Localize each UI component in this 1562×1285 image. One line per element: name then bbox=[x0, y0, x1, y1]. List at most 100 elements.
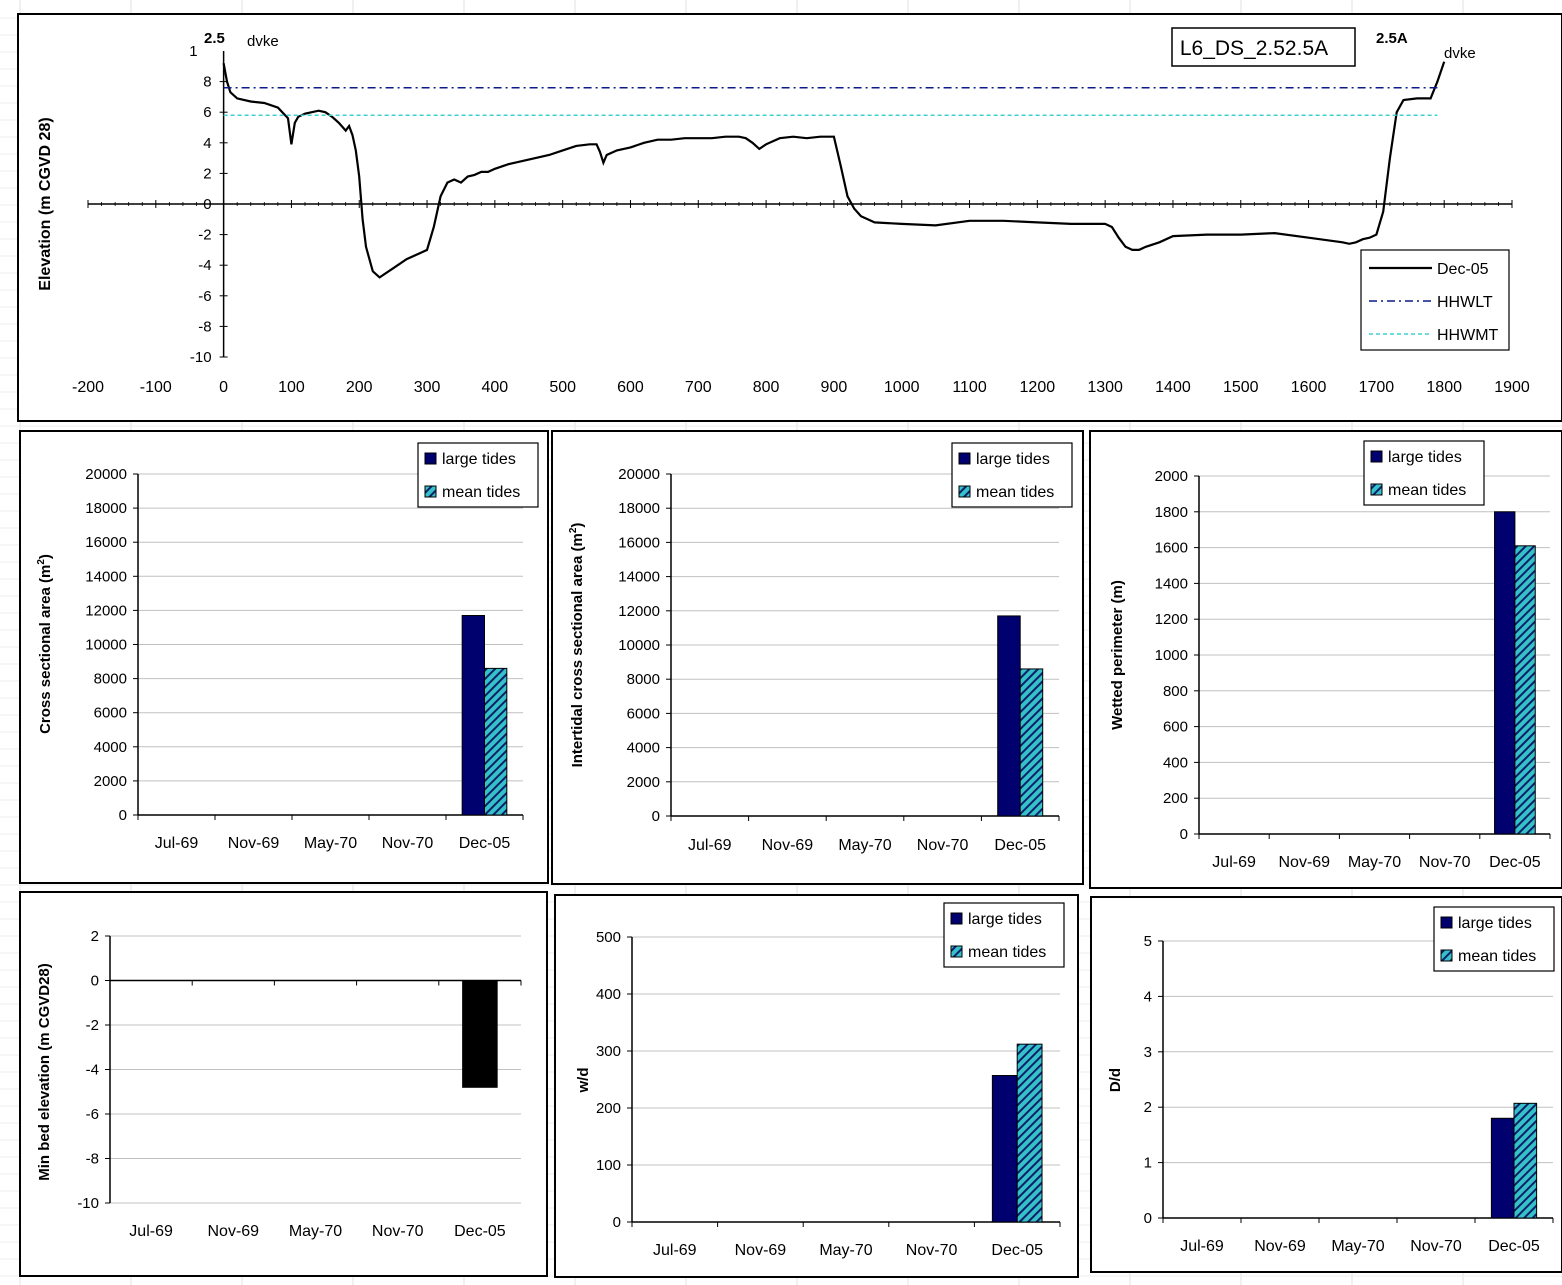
y-tick-label: 600 bbox=[1163, 719, 1188, 736]
y-tick-label: 2000 bbox=[627, 774, 660, 791]
category-label: Dec-05 bbox=[459, 835, 511, 852]
y-tick-label: 20000 bbox=[618, 466, 660, 483]
y-tick-label: 12000 bbox=[85, 602, 127, 619]
legend-label: mean tides bbox=[1388, 482, 1466, 499]
category-label: Dec-05 bbox=[991, 1242, 1043, 1259]
bar-mean-tides-dec-05 bbox=[1016, 1043, 1043, 1223]
legend-swatch bbox=[1440, 949, 1453, 962]
y-tick-label: 20000 bbox=[85, 466, 127, 483]
chart-wetted-perimeter: 0 200 400 600 800 1000 1200 1400 1600 1800 2000 Jul… bbox=[1089, 430, 1562, 889]
y-tick-label: 1000 bbox=[1155, 647, 1188, 664]
bar-large-tides-dec-05 bbox=[991, 1075, 1018, 1223]
x-tick-label: 1400 bbox=[1155, 379, 1191, 396]
category-label: Nov-69 bbox=[1254, 1238, 1306, 1255]
legend-swatch bbox=[1440, 916, 1453, 929]
x-tick-label: 1600 bbox=[1291, 379, 1327, 396]
y-tick-label: 1800 bbox=[1155, 504, 1188, 521]
y-tick-label: 0 bbox=[91, 973, 99, 990]
x-tick-label: -100 bbox=[140, 379, 172, 396]
legend: large tides mean tides bbox=[943, 902, 1065, 968]
x-tick-label: 900 bbox=[821, 379, 848, 396]
y-tick-label: 4 bbox=[1144, 988, 1152, 1005]
category-label: Nov-70 bbox=[1410, 1238, 1462, 1255]
chart-w-over-d: 0 100 200 300 400 500 Jul-69 Nov-69 May-70 Nov-70… bbox=[554, 894, 1079, 1278]
legend-box bbox=[417, 442, 539, 508]
y-axis-title-superscript: 2 bbox=[568, 527, 579, 533]
legend-label: mean tides bbox=[442, 484, 520, 501]
category-label: May-70 bbox=[289, 1223, 342, 1240]
x-tick-label: 400 bbox=[482, 379, 509, 396]
y-tick-label: 6000 bbox=[94, 705, 127, 722]
x-tick-label: -200 bbox=[72, 379, 104, 396]
legend-swatch bbox=[950, 945, 963, 958]
x-tick-label: 1300 bbox=[1087, 379, 1123, 396]
x-tick-label: 200 bbox=[346, 379, 373, 396]
y-tick-label: 400 bbox=[596, 986, 621, 1003]
profile-chart-frame bbox=[17, 13, 1562, 422]
y-axis-title-text: Intertidal cross sectional area (m bbox=[569, 533, 586, 767]
x-tick-label: 1700 bbox=[1359, 379, 1395, 396]
y-tick-label: 2000 bbox=[94, 773, 127, 790]
bar-value-dec-05 bbox=[462, 980, 498, 1088]
bar-large-tides-dec-05 bbox=[997, 615, 1021, 817]
x-tick-label: 100 bbox=[278, 379, 305, 396]
bar-mean-tides-dec-05 bbox=[1513, 1102, 1538, 1219]
y-tick-label: 0 bbox=[652, 808, 660, 825]
y-axis-title-text: Cross sectional area (m bbox=[37, 565, 54, 734]
legend: large tides mean tides bbox=[951, 442, 1073, 508]
category-label: Jul-69 bbox=[1212, 854, 1256, 871]
y-tick-label: 5 bbox=[1144, 933, 1152, 950]
y-tick-label: 1400 bbox=[1155, 575, 1188, 592]
chart-min-bed: 2 0 -2 -4 -6 -8 -10 Jul-69 Nov-69 May-70 Nov-70 Dec… bbox=[19, 891, 548, 1277]
category-label: Nov-69 bbox=[1279, 854, 1331, 871]
y-tick-label: 4 bbox=[203, 135, 211, 152]
y-tick-label: 6 bbox=[203, 104, 211, 121]
y-tick-label: 0 bbox=[613, 1214, 621, 1231]
y-tick-label: 2 bbox=[1144, 1099, 1152, 1116]
y-axis-title: Min bed elevation (m CGVD28) bbox=[36, 963, 53, 1181]
legend-label: large tides bbox=[442, 451, 516, 468]
y-tick-label: -10 bbox=[77, 1195, 99, 1212]
profile-legend: Dec-05 HHWLT HHWMT bbox=[1360, 249, 1510, 351]
y-tick-label: 4000 bbox=[627, 740, 660, 757]
legend-swatch bbox=[1370, 483, 1383, 496]
category-label: Dec-05 bbox=[1488, 1238, 1540, 1255]
y-tick-label: 400 bbox=[1163, 754, 1188, 771]
y-tick-label: 16000 bbox=[618, 534, 660, 551]
y-tick-label: 8000 bbox=[627, 671, 660, 688]
y-tick-label: -8 bbox=[86, 1151, 99, 1168]
y-tick-label: 0 bbox=[203, 196, 211, 213]
legend-swatch bbox=[950, 912, 963, 925]
y-axis-title: Wetted perimeter (m) bbox=[1109, 580, 1126, 730]
y-tick-label: 200 bbox=[1163, 790, 1188, 807]
legend: large tides mean tides bbox=[1363, 440, 1485, 506]
y-tick-label: -6 bbox=[86, 1106, 99, 1123]
y-tick-label: 2 bbox=[203, 165, 211, 182]
x-tick-label: 1500 bbox=[1223, 379, 1259, 396]
y-axis-title-superscript: 2 bbox=[36, 559, 47, 565]
right-dyke-label: dvke bbox=[1444, 45, 1476, 62]
bar-mean-tides-dec-05 bbox=[1514, 545, 1536, 835]
category-label: Jul-69 bbox=[653, 1242, 697, 1259]
y-tick-label: 18000 bbox=[618, 500, 660, 517]
chart-frame bbox=[1089, 430, 1562, 889]
legend-label: large tides bbox=[968, 911, 1042, 928]
y-tick-label: 2000 bbox=[1155, 468, 1188, 485]
legend-box bbox=[951, 442, 1073, 508]
legend-label: large tides bbox=[1458, 915, 1532, 932]
x-tick-label: 300 bbox=[414, 379, 441, 396]
right-station-label: 2.5A bbox=[1376, 30, 1408, 47]
x-tick-label: 500 bbox=[549, 379, 576, 396]
legend-label: mean tides bbox=[1458, 948, 1536, 965]
category-label: May-70 bbox=[304, 835, 357, 852]
y-axis-title: w/d bbox=[575, 1068, 592, 1094]
y-axis-title-suffix: ) bbox=[569, 523, 586, 528]
x-tick-label: 600 bbox=[617, 379, 644, 396]
y-tick-label: 14000 bbox=[85, 568, 127, 585]
legend-box bbox=[943, 902, 1065, 968]
category-label: Nov-69 bbox=[735, 1242, 787, 1259]
title-box bbox=[1171, 27, 1356, 67]
y-tick-label: 10000 bbox=[618, 637, 660, 654]
category-label: Jul-69 bbox=[129, 1223, 173, 1240]
